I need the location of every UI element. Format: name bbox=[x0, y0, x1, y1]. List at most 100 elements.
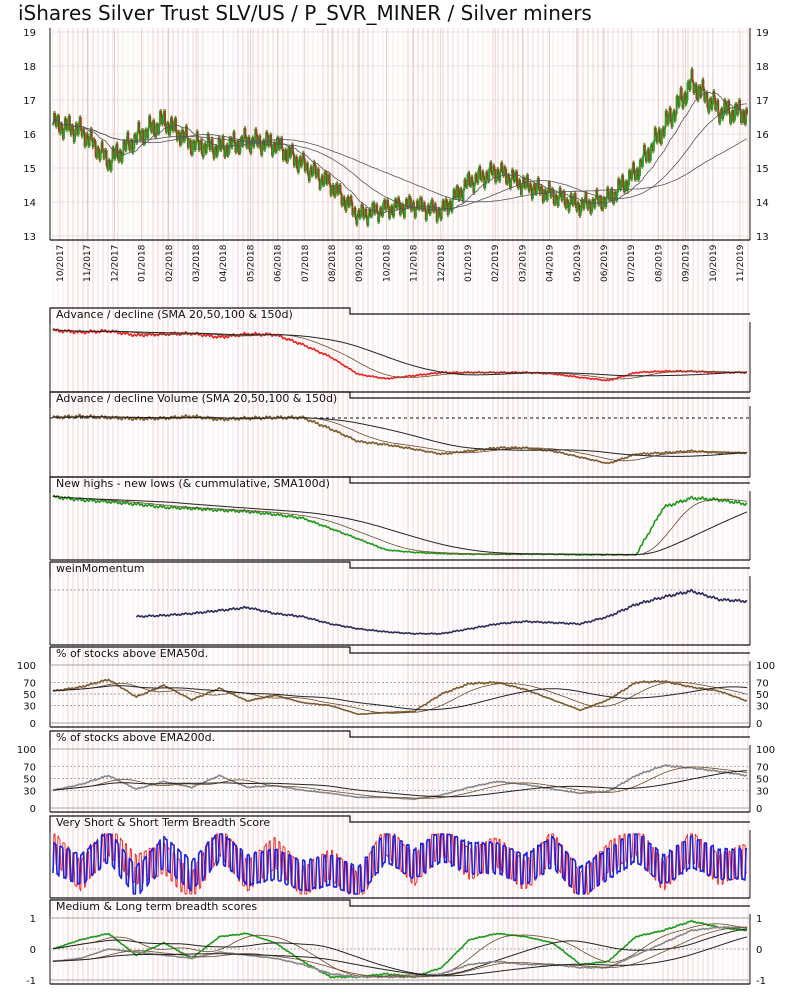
price-candle bbox=[86, 133, 89, 139]
y-tick-label-left: 0 bbox=[30, 719, 36, 730]
price-candle bbox=[691, 69, 694, 82]
y-tick-label-left: 100 bbox=[17, 661, 36, 672]
price-candle bbox=[371, 203, 374, 217]
price-candle bbox=[380, 207, 383, 215]
price-candle bbox=[389, 213, 392, 219]
price-candle bbox=[630, 169, 633, 180]
price-candle bbox=[300, 163, 303, 167]
price-candle bbox=[179, 143, 182, 146]
panel-title: Advance / decline (SMA 20,50,100 & 150d) bbox=[56, 308, 293, 321]
price-candle bbox=[207, 133, 210, 140]
advance_decline-sma-long-line bbox=[52, 329, 747, 377]
price-candle bbox=[559, 187, 562, 195]
price-candle bbox=[647, 148, 650, 162]
date-tick-label: 02/2019 bbox=[491, 244, 501, 282]
price-candle bbox=[167, 122, 170, 124]
price-candle bbox=[598, 196, 601, 205]
panel-wein_momentum: weinMomentum bbox=[49, 561, 751, 646]
price-candle bbox=[374, 211, 377, 214]
panel-very_short_short_score: Very Short & Short Term Breadth Score bbox=[49, 815, 751, 899]
price-candle bbox=[700, 90, 703, 97]
price-candle bbox=[585, 192, 588, 204]
price-candle bbox=[671, 113, 674, 128]
price-candle bbox=[488, 168, 491, 182]
price-candle bbox=[134, 134, 137, 136]
price-candle bbox=[457, 187, 460, 201]
date-tick-label: 11/2017 bbox=[83, 245, 93, 282]
price-candle bbox=[224, 147, 227, 158]
price-candle bbox=[580, 199, 583, 212]
panel-title: weinMomentum bbox=[56, 562, 144, 575]
price-candle bbox=[299, 156, 302, 167]
price-candle bbox=[535, 183, 538, 195]
price-candle bbox=[266, 131, 269, 135]
price-candle bbox=[198, 142, 201, 150]
price-candle bbox=[168, 130, 171, 136]
price-candle bbox=[414, 208, 417, 218]
price-candle bbox=[138, 122, 141, 133]
price-candle bbox=[721, 108, 724, 120]
price-candle bbox=[714, 97, 717, 111]
price-candle bbox=[515, 171, 518, 186]
mark-layer bbox=[52, 67, 748, 979]
price-candle bbox=[421, 209, 424, 211]
price-candle bbox=[540, 185, 543, 189]
price-candle bbox=[387, 199, 390, 207]
price-candle bbox=[458, 198, 461, 201]
price-candle bbox=[81, 128, 84, 137]
price-candle bbox=[531, 194, 534, 200]
price-candle bbox=[628, 170, 631, 185]
price-candle bbox=[343, 196, 346, 207]
y-tick-label-right: 1 bbox=[756, 914, 762, 925]
price-candle bbox=[268, 140, 271, 147]
price-candle bbox=[55, 115, 58, 127]
price-candle bbox=[464, 179, 467, 186]
price-candle bbox=[336, 183, 339, 194]
price-candle bbox=[326, 181, 329, 184]
price-candle bbox=[539, 185, 542, 195]
price-moving-average bbox=[52, 103, 747, 210]
price-candle bbox=[406, 207, 409, 209]
price-candle bbox=[708, 99, 711, 113]
price-candle bbox=[617, 178, 620, 193]
price-candle bbox=[79, 116, 82, 131]
price-candle bbox=[453, 189, 456, 198]
price-candle bbox=[665, 110, 668, 116]
price-candle bbox=[169, 117, 172, 131]
price-candle bbox=[641, 155, 644, 167]
price-candle bbox=[693, 85, 696, 94]
price-candle bbox=[323, 171, 326, 185]
price-candle bbox=[70, 125, 73, 135]
price-candle bbox=[542, 200, 545, 203]
price-candle bbox=[297, 159, 300, 173]
price-candle bbox=[206, 133, 209, 147]
price-candle bbox=[704, 95, 707, 102]
price-candle bbox=[248, 136, 251, 150]
price-candle bbox=[288, 147, 291, 158]
price-candle bbox=[174, 117, 177, 132]
price-candle bbox=[638, 159, 641, 176]
price-candle bbox=[185, 125, 188, 138]
panel-title-frame bbox=[49, 391, 750, 408]
price-candle bbox=[471, 176, 474, 183]
short-term-score-line bbox=[52, 833, 748, 895]
pct_above_ema200-sma-long-line bbox=[52, 770, 747, 798]
advance_decline-sma-line bbox=[52, 329, 747, 380]
price-candle bbox=[466, 174, 469, 188]
panel-medium_long_score: Medium & Long term breadth scores -1 -1 0 0 1… bbox=[26, 899, 766, 987]
price-candle bbox=[145, 129, 148, 131]
date-tick-label: 09/2018 bbox=[355, 244, 365, 282]
y-tick-label-left: 70 bbox=[23, 678, 36, 689]
y-tick-label-right: -1 bbox=[756, 976, 766, 987]
date-tick-label: 01/2019 bbox=[464, 244, 474, 282]
price-candle bbox=[601, 209, 604, 211]
price-candle bbox=[660, 129, 663, 144]
price-candle bbox=[455, 186, 458, 199]
price-candle bbox=[624, 181, 627, 193]
price-candle bbox=[119, 150, 122, 152]
price-candle bbox=[645, 151, 648, 162]
medium_long_score-sma-line bbox=[52, 923, 748, 978]
y-tick-label-right: 19 bbox=[756, 28, 769, 39]
price-moving-average bbox=[52, 91, 748, 214]
